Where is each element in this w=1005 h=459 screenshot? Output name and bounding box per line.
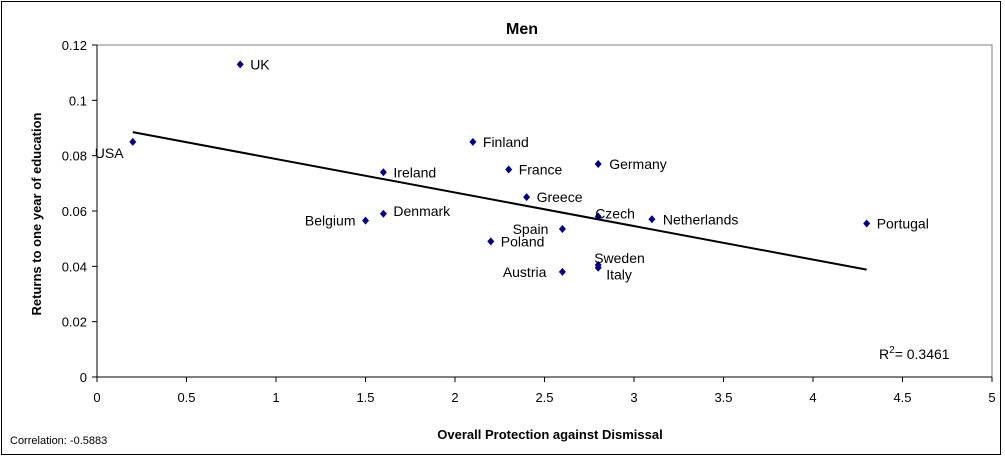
data-point-label: USA <box>95 145 124 161</box>
x-tick-label: 0 <box>93 390 100 405</box>
y-tick-label: 0.08 <box>62 149 87 164</box>
r-squared-label: R2= 0.3461 <box>879 345 950 362</box>
data-point <box>362 216 369 225</box>
x-axis-label: Overall Protection against Dismissal <box>437 427 662 442</box>
plot-area: 0 0.5 1 1.5 2 2.5 3 3.5 4 4.5 5 0 0.02 0.04 0.06 0.08 0.… <box>62 38 996 405</box>
data-point-label: Denmark <box>393 203 451 219</box>
x-tick-label: 4.5 <box>893 390 911 405</box>
x-tick-label: 1.5 <box>356 390 374 405</box>
data-point <box>523 193 531 202</box>
x-tick-label: 1 <box>272 390 279 405</box>
correlation-note: Correlation: -0.5883 <box>10 435 108 447</box>
x-tick-label: 2 <box>451 390 458 405</box>
data-point-label: Finland <box>483 134 529 150</box>
y-axis-label: Returns to one year of education <box>29 112 44 315</box>
data-point <box>379 168 387 177</box>
x-tick-label: 4 <box>809 390 816 405</box>
data-point <box>558 267 566 276</box>
x-tick-label: 2.5 <box>535 390 553 405</box>
data-point <box>594 212 602 221</box>
data-point-label: Poland <box>501 233 545 249</box>
x-tick-label: 5 <box>988 390 995 405</box>
y-tick-label: 0.12 <box>62 38 87 53</box>
data-point <box>594 263 602 272</box>
data-point <box>648 215 656 224</box>
data-point <box>129 137 137 146</box>
r-squared-value: = 0.3461 <box>895 346 950 362</box>
data-point <box>236 60 244 69</box>
data-point-label: Belgium <box>305 213 356 229</box>
data-point-label: Sweden <box>594 250 645 266</box>
y-tick-label: 0.04 <box>62 259 87 274</box>
data-point-label: Netherlands <box>663 211 739 227</box>
data-point <box>594 159 602 168</box>
data-point-label: Czech <box>595 206 635 222</box>
y-tick-label: 0 <box>80 370 87 385</box>
chart-title: Men <box>506 21 538 38</box>
data-point-label: Spain <box>513 221 549 237</box>
data-point-label: UK <box>250 56 270 72</box>
x-tick-label: 3.5 <box>714 390 732 405</box>
data-point-label: Germany <box>609 156 667 172</box>
plot-border <box>96 44 993 378</box>
x-tick-label: 0.5 <box>177 390 195 405</box>
y-tick-label: 0.06 <box>62 204 87 219</box>
data-point <box>558 224 566 233</box>
data-point-label: Portugal <box>877 215 929 231</box>
data-point-label: Italy <box>606 267 632 283</box>
data-point <box>505 165 513 174</box>
data-point <box>487 237 495 246</box>
x-tick-label: 3 <box>630 390 637 405</box>
data-point <box>379 209 387 218</box>
data-point <box>863 219 871 228</box>
y-tick-label: 0.02 <box>62 315 87 330</box>
data-point <box>469 137 477 146</box>
data-point-label: Austria <box>503 264 547 280</box>
data-point-label: Greece <box>537 189 583 205</box>
trendline <box>132 131 867 271</box>
data-point-label: France <box>519 162 563 178</box>
y-tick-label: 0.1 <box>69 93 87 108</box>
data-point-label: Ireland <box>393 164 436 180</box>
